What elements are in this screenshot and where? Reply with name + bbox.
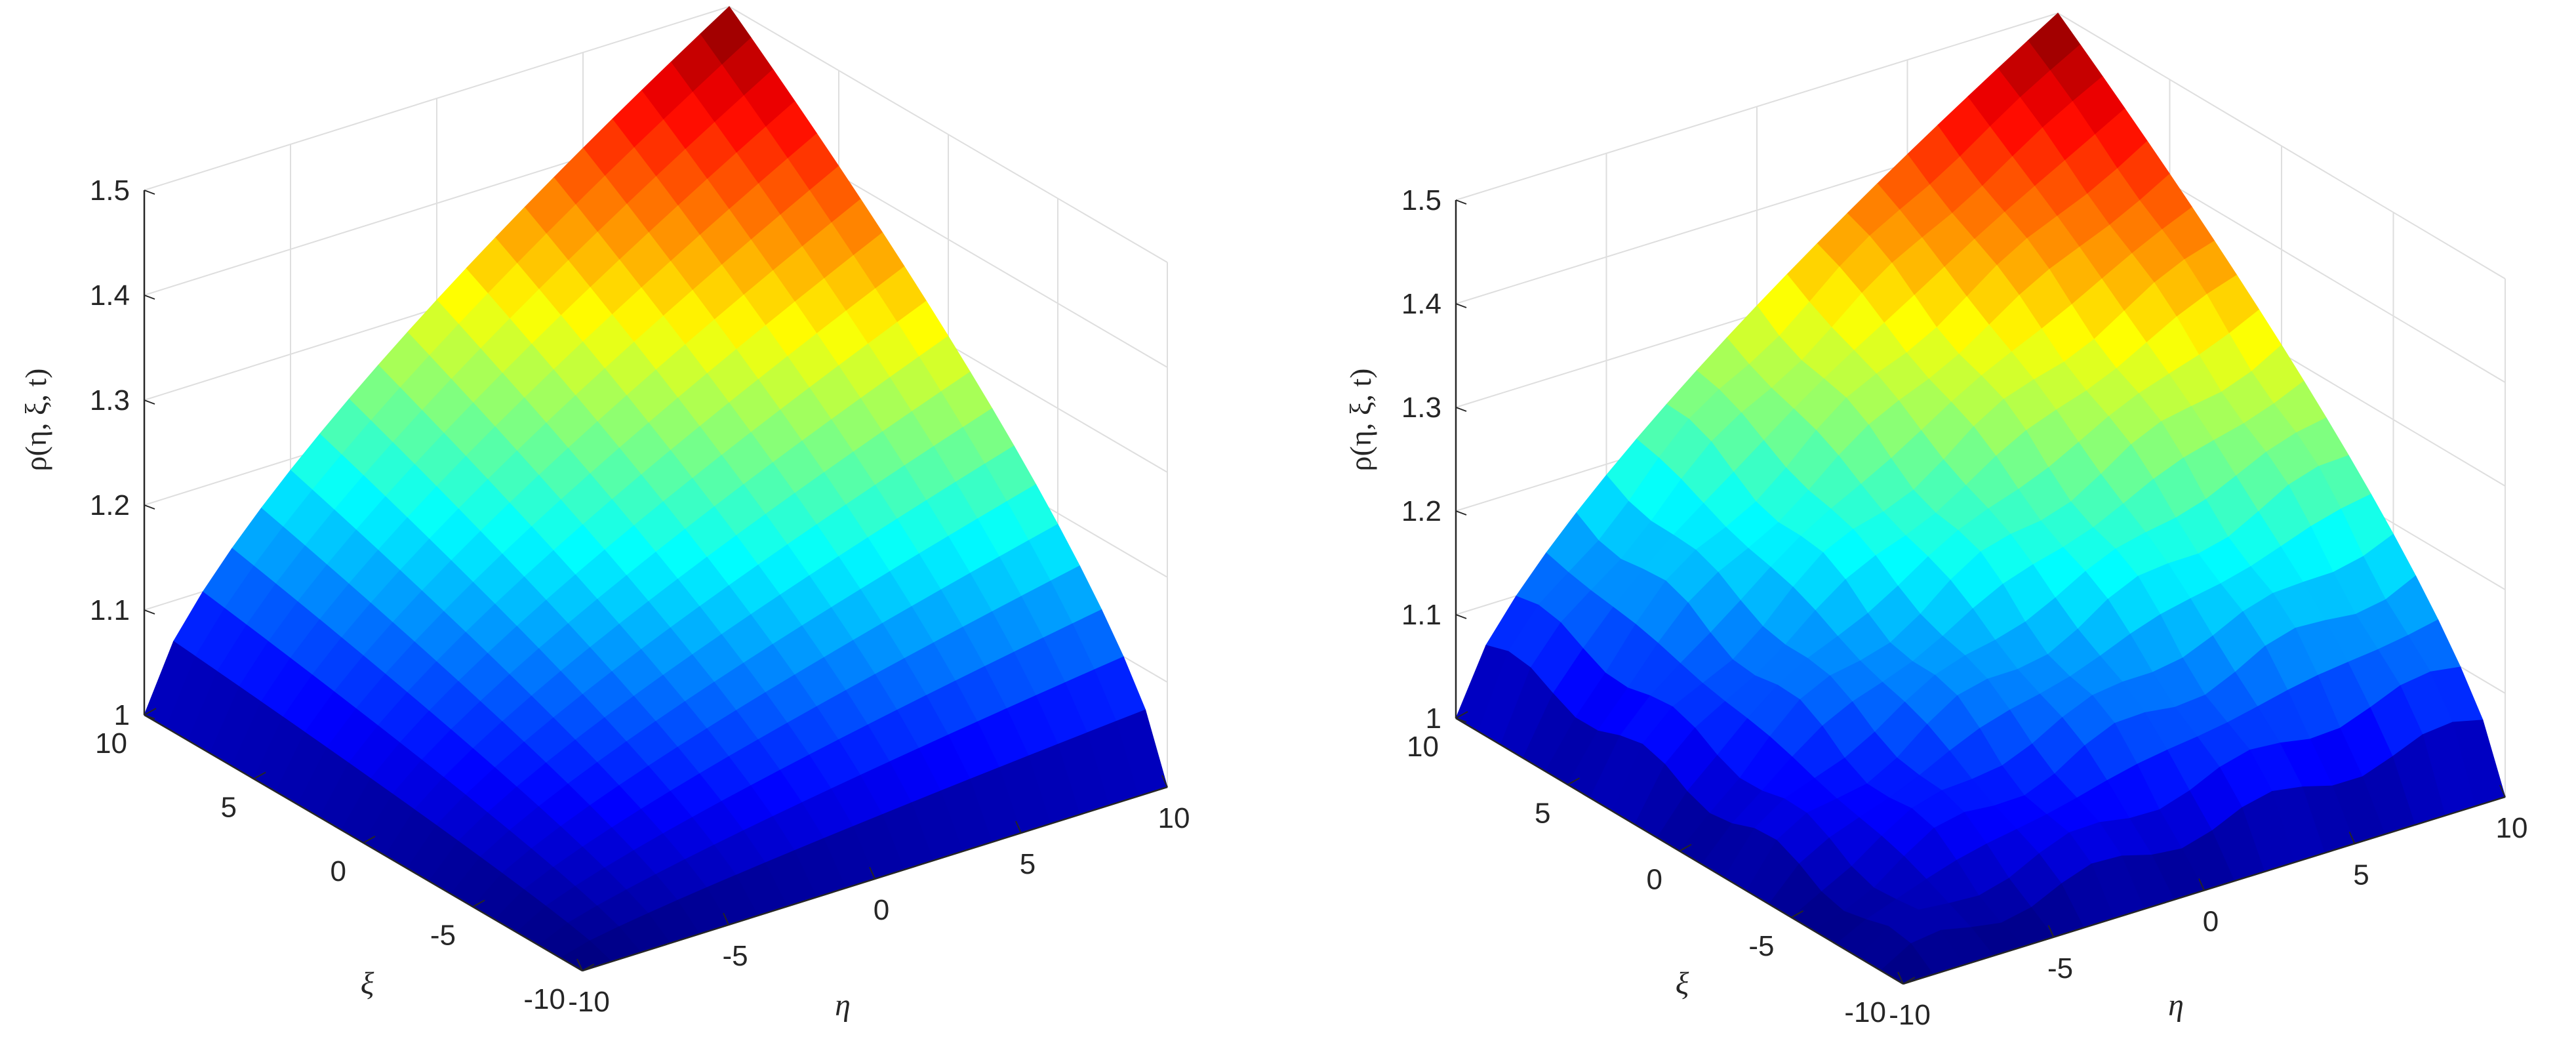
z-tick-label: 1.5 <box>90 174 130 207</box>
z-tick-label: 1.4 <box>1401 288 1441 320</box>
y-axis-label: ξ <box>361 966 374 1001</box>
x-axis-label: η <box>835 988 851 1023</box>
x-tick-label: 5 <box>1020 848 1036 880</box>
y-tick <box>363 836 376 844</box>
surface-plot-right: -10-50510-10-5051011.11.21.31.41.5ηξρ(η,… <box>1344 12 2528 1031</box>
z-tick-label: 1.1 <box>1401 599 1441 631</box>
x-axis-label: η <box>2168 988 2184 1023</box>
z-tick-label: 1 <box>1426 702 1441 735</box>
z-tick <box>1455 510 1467 516</box>
z-tick <box>144 714 155 720</box>
y-tick-label: 5 <box>221 792 237 824</box>
y-tick <box>582 964 595 971</box>
z-tick-label: 1.1 <box>90 594 130 626</box>
z-tick-label: 1.4 <box>90 279 130 312</box>
y-tick <box>1567 777 1580 786</box>
x-tick <box>2348 831 2356 844</box>
x-tick-label: 5 <box>2353 859 2369 891</box>
y-tick-label: 10 <box>1407 731 1439 763</box>
x-tick <box>1015 821 1022 834</box>
z-tick <box>1455 407 1467 412</box>
y-tick <box>1902 977 1916 985</box>
x-tick-label: 10 <box>2496 812 2528 844</box>
x-tick-label: 0 <box>2203 906 2219 938</box>
z-axis-label: ρ(η, ξ, t) <box>1344 369 1377 472</box>
y-tick-label: -10 <box>1844 996 1886 1028</box>
surface <box>1455 12 2506 985</box>
z-tick-label: 1.2 <box>1401 495 1441 527</box>
z-tick <box>144 609 155 615</box>
x-tick-label: 10 <box>1158 802 1190 834</box>
y-tick-label: -5 <box>430 920 456 952</box>
z-tick-label: 1.5 <box>1401 184 1441 216</box>
x-tick <box>723 912 729 925</box>
surface <box>144 6 1168 971</box>
z-axis-label: ρ(η, ξ, t) <box>19 369 52 472</box>
y-tick <box>253 771 266 780</box>
y-tick <box>472 899 485 908</box>
y-tick <box>144 708 157 716</box>
x-tick-label: 0 <box>874 894 889 926</box>
y-tick-label: 0 <box>1647 864 1662 896</box>
z-tick-label: 1.3 <box>1401 392 1441 424</box>
y-tick <box>1791 910 1803 918</box>
x-tick <box>2499 784 2506 798</box>
x-tick <box>1161 775 1168 788</box>
x-tick <box>576 958 583 971</box>
y-tick <box>1455 711 1468 719</box>
z-tick <box>144 295 155 300</box>
y-tick-label: 5 <box>1535 797 1550 829</box>
z-tick <box>144 399 155 405</box>
y-axis-label: ξ <box>1676 966 1689 1001</box>
y-tick-label: -10 <box>523 983 565 1015</box>
z-tick-label: 1 <box>114 699 130 731</box>
z-tick <box>144 504 155 510</box>
y-tick <box>1679 844 1692 852</box>
y-tick-label: 10 <box>95 727 127 760</box>
z-tick-label: 1.3 <box>90 384 130 417</box>
z-tick <box>144 190 155 195</box>
x-tick-label: -10 <box>568 986 610 1018</box>
x-tick <box>869 866 875 880</box>
z-tick <box>1455 718 1467 723</box>
z-tick-label: 1.2 <box>90 489 130 521</box>
z-tick <box>1455 614 1467 619</box>
surface-plot-left: -10-50510-10-5051011.11.21.31.41.5ηξρ(η,… <box>19 5 1190 1023</box>
y-tick-label: 0 <box>331 855 346 887</box>
z-tick <box>1455 199 1467 205</box>
x-tick <box>2198 878 2205 891</box>
x-tick <box>2047 925 2055 938</box>
x-tick-label: -10 <box>1889 999 1931 1031</box>
z-tick <box>1455 303 1467 308</box>
x-tick-label: -5 <box>722 940 748 972</box>
y-tick-label: -5 <box>1748 930 1774 962</box>
x-tick-label: -5 <box>2047 952 2073 985</box>
x-tick <box>1897 971 1904 985</box>
